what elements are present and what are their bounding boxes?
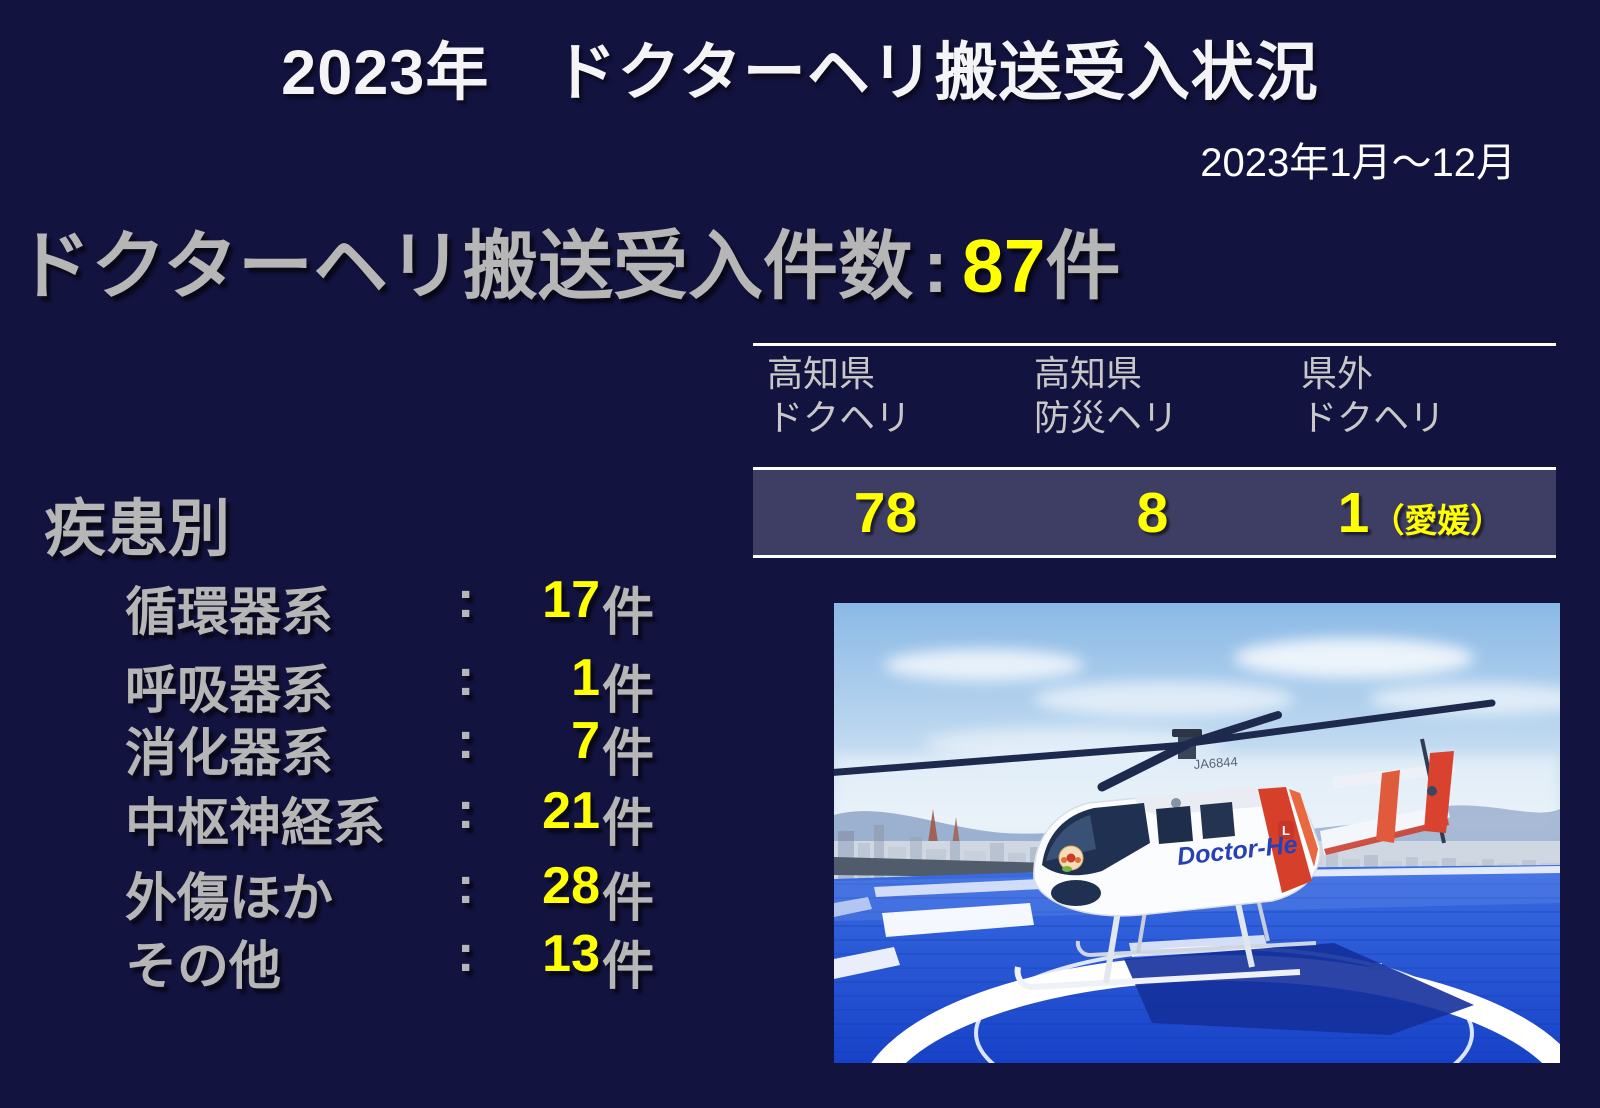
- disease-unit: 件: [602, 938, 655, 996]
- disease-value: 13: [542, 925, 600, 983]
- disease-unit: 件: [602, 795, 655, 853]
- period-label: 2023年1月～12月: [1200, 141, 1516, 185]
- door-marking-letter: L: [1282, 823, 1290, 838]
- helicopter-photo-art: L JA6844 Doctor-He: [834, 603, 1560, 1063]
- helicopter-shadow: [1124, 943, 1474, 1035]
- pad-marking-stripe: [834, 897, 872, 917]
- value-kochi-dokuheli: 78: [753, 480, 1020, 546]
- tail-boom: [1320, 738, 1456, 855]
- column-header-kochi-dokuheli: 高知県 ドクヘリ: [753, 352, 1020, 440]
- disease-unit: 件: [602, 725, 655, 783]
- column-header-region: 高知県: [1034, 353, 1143, 394]
- cabin-window: [1200, 802, 1235, 839]
- disease-colon: :: [457, 571, 475, 629]
- disease-row: 中枢神経系 : 21 件: [125, 781, 665, 853]
- disease-label: 外傷ほか: [125, 870, 334, 928]
- disease-unit: 件: [602, 584, 655, 642]
- column-header-heli: ドクヘリ: [1301, 397, 1446, 438]
- red-stripe: [1258, 787, 1312, 893]
- disease-row: その他 : 13 件: [125, 924, 665, 996]
- fuselage: L JA6844 Doctor-He: [1033, 754, 1321, 917]
- disease-row: 消化器系 : 7 件: [125, 711, 665, 783]
- landing-skid-near: [1014, 902, 1301, 990]
- disease-label: 消化器系: [125, 725, 334, 783]
- disease-value: 1: [571, 649, 600, 707]
- main-rotor: [834, 699, 1496, 792]
- total-label: ドクターヘリ搬送受入件数: [16, 224, 914, 308]
- value-number: 1: [1337, 480, 1370, 545]
- total-unit: 件: [1045, 224, 1121, 308]
- value-number: 78: [853, 480, 918, 545]
- disease-label: 循環器系: [125, 584, 334, 642]
- total-colon: :: [923, 224, 948, 308]
- total-value: 87: [962, 224, 1046, 308]
- disease-unit: 件: [602, 662, 655, 720]
- column-header-heli: ドクヘリ: [767, 397, 912, 438]
- anpanman-nose-art: [1058, 845, 1084, 872]
- disease-colon: :: [457, 649, 475, 707]
- column-header-heli: 防災ヘリ: [1034, 397, 1179, 438]
- disease-label: その他: [125, 938, 282, 996]
- disease-row: 呼吸器系 : 1 件: [125, 648, 665, 720]
- tail-fin: [1376, 770, 1400, 843]
- disease-row: 循環器系 : 17 件: [125, 570, 665, 642]
- tail-fin: [1424, 751, 1454, 833]
- antenna-tower: [928, 809, 938, 843]
- door-marking: [1278, 821, 1294, 839]
- table-top-rule: [753, 343, 1556, 346]
- disease-value: 28: [542, 857, 600, 915]
- pad-marking-stripe: [834, 947, 900, 979]
- disease-unit: 件: [602, 870, 655, 928]
- disease-colon: :: [457, 857, 475, 915]
- value-note: （愛媛）: [1371, 501, 1504, 539]
- disease-section-heading: 疾患別: [44, 495, 231, 564]
- orange-stripe: [1289, 789, 1318, 867]
- helicopter: L JA6844 Doctor-He: [834, 699, 1496, 990]
- disease-colon: :: [457, 925, 475, 983]
- column-header-region: 県外: [1301, 353, 1374, 394]
- pad-marking-rect: [882, 903, 1034, 937]
- chin-window: [1051, 880, 1101, 906]
- helicopter-photo: L JA6844 Doctor-He: [834, 603, 1560, 1063]
- helicopter-table-value-row: 78 8 1（愛媛）: [753, 467, 1556, 558]
- value-number: 8: [1136, 480, 1169, 545]
- disease-label: 中枢神経系: [125, 795, 386, 853]
- disease-row: 外傷ほか : 28 件: [125, 856, 665, 928]
- slide-title: 2023年 ドクターヘリ搬送受入状況: [281, 38, 1319, 108]
- value-kochi-bousaiheli: 8: [1020, 480, 1287, 546]
- disease-value: 21: [542, 782, 600, 840]
- disease-value: 7: [571, 712, 600, 770]
- antenna-tower: [952, 817, 960, 845]
- cabin-window: [1156, 806, 1193, 844]
- column-header-kochi-bousaiheli: 高知県 防災ヘリ: [1020, 352, 1287, 440]
- column-header-kengai-dokuheli: 県外 ドクヘリ: [1287, 352, 1554, 440]
- disease-value: 17: [542, 571, 600, 629]
- value-kengai-dokuheli: 1（愛媛）: [1287, 480, 1554, 546]
- disease-label: 呼吸器系: [125, 662, 334, 720]
- registration-text: JA6844: [1193, 754, 1238, 772]
- disease-colon: :: [457, 782, 475, 840]
- disease-colon: :: [457, 712, 475, 770]
- helicopter-table-header-row: 高知県 ドクヘリ 高知県 防災ヘリ 県外 ドクヘリ: [753, 352, 1556, 440]
- total-heading: ドクターヘリ搬送受入件数:87件: [16, 205, 1120, 314]
- column-header-region: 高知県: [767, 353, 876, 394]
